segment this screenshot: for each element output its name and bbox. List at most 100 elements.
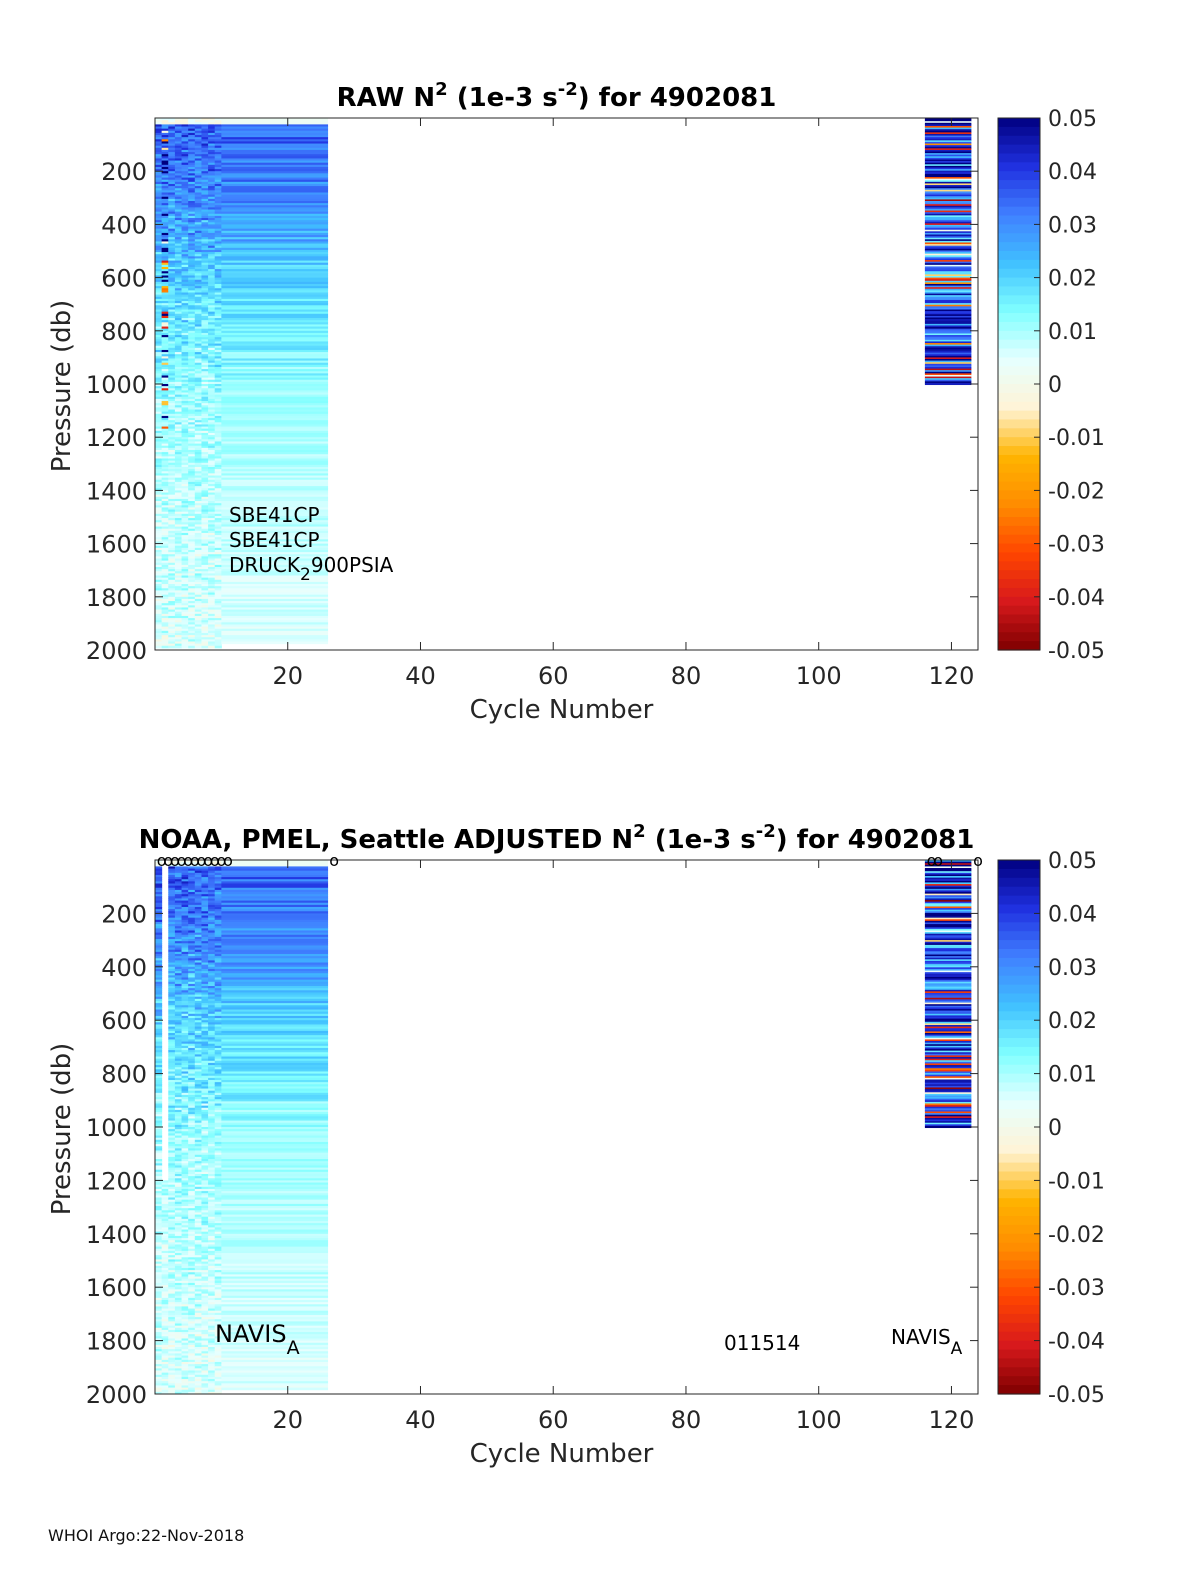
heatmap-cell	[188, 384, 196, 387]
heatmap-cell	[155, 1297, 163, 1301]
heatmap-cell	[155, 1300, 163, 1303]
heatmap-cell	[188, 956, 196, 959]
heatmap-cell	[188, 405, 196, 408]
heatmap-cell	[161, 1199, 169, 1203]
heatmap-cell	[188, 883, 196, 887]
heatmap-cell	[161, 1244, 169, 1248]
heatmap-cell	[181, 947, 189, 951]
heatmap-cell	[161, 1263, 169, 1267]
heatmap-cell	[168, 218, 176, 221]
heatmap-cell	[208, 1024, 216, 1028]
heatmap-band	[221, 288, 329, 291]
heatmap-cell	[174, 919, 183, 923]
heatmap-cell	[194, 232, 202, 236]
heatmap-band	[221, 135, 329, 138]
heatmap-cell	[168, 632, 176, 636]
heatmap-cell	[188, 1381, 196, 1384]
heatmap-cell	[194, 373, 202, 376]
heatmap-cell	[155, 292, 163, 296]
heatmap-cell	[168, 968, 176, 972]
heatmap-cell	[181, 986, 189, 989]
heatmap-cell	[194, 430, 202, 434]
heatmap-cell	[194, 345, 202, 349]
heatmap-cell	[188, 137, 196, 140]
heatmap-cell	[188, 928, 196, 931]
heatmap-cell	[194, 484, 202, 487]
heatmap-cell	[201, 513, 209, 517]
heatmap-band	[221, 286, 329, 289]
heatmap-cell	[181, 1287, 189, 1290]
heatmap-cell	[214, 513, 222, 517]
heatmap-cell	[155, 152, 163, 155]
heatmap-band	[221, 452, 329, 455]
heatmap-cell	[168, 630, 176, 634]
heatmap-cell	[155, 1289, 163, 1292]
heatmap-cell	[201, 1099, 209, 1102]
heatmap-cell	[161, 1240, 169, 1243]
heatmap-cell	[174, 341, 183, 345]
heatmap-cell	[188, 1011, 196, 1015]
heatmap-cell	[194, 902, 202, 906]
heatmap-cell	[181, 401, 189, 404]
heatmap-cell	[201, 420, 209, 423]
heatmap-cell	[174, 1033, 183, 1036]
heatmap-cell	[214, 224, 222, 228]
heatmap-cell	[194, 132, 202, 136]
heatmap-cell	[188, 1314, 196, 1318]
heatmap-cell	[181, 196, 189, 200]
heatmap-cell	[188, 256, 196, 259]
heatmap-band	[924, 250, 972, 253]
heatmap-cell	[161, 645, 169, 649]
heatmap-cell	[208, 471, 216, 474]
heatmap-cell	[188, 1137, 196, 1141]
heatmap-cell	[168, 466, 176, 470]
heatmap-cell	[155, 1107, 163, 1111]
heatmap-cell	[188, 164, 196, 168]
heatmap-cell	[168, 428, 176, 432]
heatmap-band	[221, 430, 329, 434]
heatmap-cell	[188, 966, 196, 970]
heatmap-cell	[155, 1201, 163, 1205]
heatmap-cell	[194, 1250, 202, 1254]
heatmap-cell	[201, 1047, 209, 1051]
heatmap-cell	[188, 484, 196, 487]
heatmap-band	[221, 477, 329, 481]
heatmap-cell	[181, 1088, 189, 1092]
heatmap-band	[924, 296, 972, 299]
heatmap-cell	[194, 1297, 202, 1301]
heatmap-cell	[155, 171, 163, 174]
heatmap-cell	[174, 1015, 183, 1019]
heatmap-cell	[208, 513, 216, 517]
heatmap-cell	[155, 394, 163, 398]
heatmap-cell	[201, 1280, 209, 1284]
heatmap-cell	[188, 1287, 196, 1290]
heatmap-cell	[194, 169, 202, 172]
colorbar-segment	[998, 357, 1040, 367]
heatmap-cell	[208, 381, 216, 385]
heatmap-cell	[155, 902, 163, 906]
heatmap-cell	[194, 1216, 202, 1220]
heatmap-cell	[194, 475, 202, 479]
heatmap-cell	[208, 992, 216, 996]
heatmap-cell	[181, 1156, 189, 1160]
heatmap-band	[924, 363, 972, 366]
heatmap-cell	[208, 932, 216, 936]
heatmap-cell	[168, 564, 176, 568]
heatmap-cell	[194, 409, 202, 413]
heatmap-cell	[168, 928, 176, 931]
heatmap-cell	[188, 613, 196, 617]
heatmap-cell	[188, 352, 196, 355]
colorbar-segment	[998, 481, 1040, 491]
heatmap-cell	[155, 390, 163, 394]
heatmap-cell	[188, 860, 196, 863]
heatmap-cell	[168, 883, 176, 887]
heatmap-band	[221, 354, 329, 357]
heatmap-cell	[194, 1391, 202, 1395]
heatmap-cell	[201, 192, 209, 196]
heatmap-cell	[168, 305, 176, 308]
heatmap-cell	[168, 1182, 176, 1186]
heatmap-cell	[208, 330, 216, 334]
heatmap-cell	[161, 386, 169, 389]
heatmap-cell	[181, 552, 189, 555]
heatmap-cell	[181, 164, 189, 168]
